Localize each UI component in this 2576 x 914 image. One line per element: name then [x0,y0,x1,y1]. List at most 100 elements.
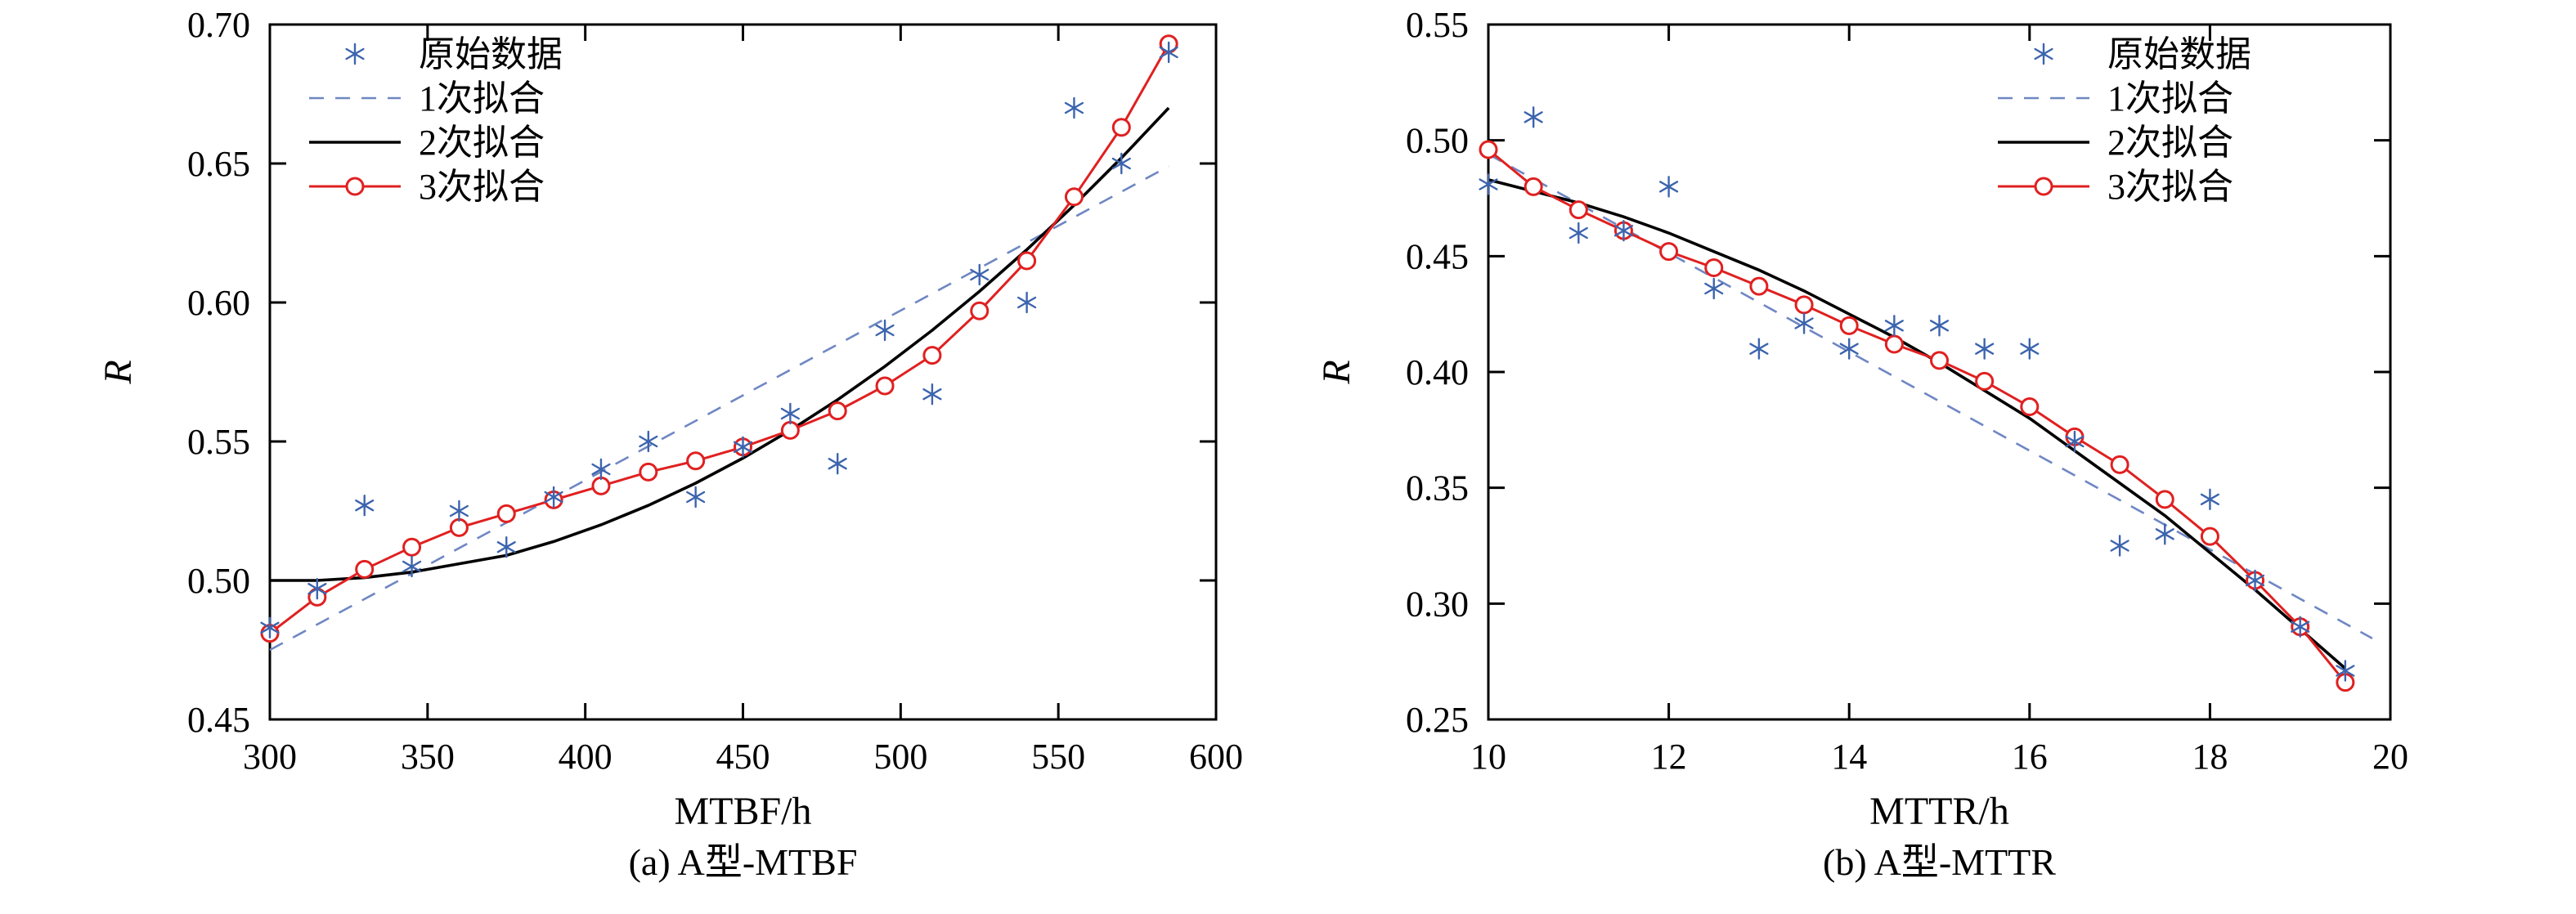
asterisk-marker [1159,41,1178,64]
circle-marker [1884,334,1904,354]
y-tick-label: 0.65 [187,144,250,184]
x-tick-label: 10 [1470,737,1506,777]
series-fit-3 [260,34,1178,643]
y-tick-label: 0.45 [187,700,250,740]
circle-marker [1568,200,1588,220]
legend-item: 3次拟合 [1998,167,2233,207]
x-tick-label: 300 [243,737,297,777]
axes [1487,23,2392,721]
x-tick-label: 12 [1651,737,1687,777]
legend-label: 1次拟合 [2107,78,2233,119]
asterisk-marker [402,555,422,578]
asterisk-marker [307,578,327,600]
fit-line [270,106,1170,582]
legend-item: 2次拟合 [309,123,545,163]
asterisk-marker [260,616,280,638]
circle-marker [402,537,422,557]
circle-marker [1479,140,1498,159]
asterisk-marker [970,263,990,286]
legend-label: 1次拟合 [419,78,545,119]
asterisk-marker [1613,219,1634,242]
y-axis-label: R [96,360,140,384]
circle-marker [875,376,895,396]
circle-marker [780,420,800,440]
asterisk-marker [828,453,847,475]
legend-item: 原始数据 [345,34,563,74]
legend-item: 3次拟合 [309,167,545,207]
chart-panel-mtbf: 300 350 400 450 500 550 600 0.45 0.50 0.55 0.60 0.6… [96,5,1243,883]
x-tick-label: 14 [1831,737,1867,777]
fit-line [1488,178,2347,670]
asterisk-marker [1568,222,1588,244]
x-tick-label: 350 [401,737,455,777]
fit-line-dashed [269,165,1169,652]
x-tick-label: 18 [2192,737,2228,777]
circle-marker [1017,251,1037,271]
circle-marker [2155,490,2174,509]
x-tick-label: 550 [1031,737,1085,777]
asterisk-marker [1704,277,1724,300]
asterisk-marker [591,458,611,481]
y-axis-label: R [1315,360,1358,384]
y-tick-label: 0.70 [187,5,250,45]
legend-circle-marker [2034,177,2053,196]
asterisk-marker [496,536,516,558]
asterisk-marker [1524,106,1543,128]
circle-marker [1930,351,1949,370]
asterisk-marker [2155,523,2174,545]
circle-marker [1111,118,1131,137]
legend-item: 1次拟合 [1998,78,2233,119]
circle-marker [449,517,469,537]
asterisk-marker [2065,430,2085,453]
asterisk-marker [2020,338,2040,360]
circle-marker [1839,316,1859,335]
asterisk-marker [2336,660,2355,682]
asterisk-marker [2110,535,2129,557]
circle-marker [1659,242,1679,262]
asterisk-marker [639,430,658,453]
asterisk-marker [1659,176,1679,198]
series-fit-2 [1488,178,2347,670]
circle-marker [591,476,611,495]
asterisk-marker [1975,338,1995,360]
legend-asterisk-marker [2034,43,2053,65]
legend-item: 原始数据 [2034,34,2251,74]
legend-item: 2次拟合 [1998,123,2233,163]
legend-label: 2次拟合 [2107,123,2233,163]
circle-marker [1704,258,1724,277]
legend-label: 3次拟合 [419,167,545,207]
x-tick-label: 500 [873,737,927,777]
asterisk-marker [544,486,563,509]
circle-marker [639,462,658,482]
circle-marker [922,346,942,365]
asterisk-marker [1017,291,1037,314]
asterisk-marker [2245,569,2265,592]
x-tick-label: 450 [716,737,770,777]
x-tick-label: 600 [1189,737,1243,777]
legend-item: 1次拟合 [309,78,545,119]
series-fit-2 [270,106,1170,582]
asterisk-marker [733,436,753,458]
chart-caption-mtbf: (a) A型-MTBF [628,841,858,883]
asterisk-marker [449,500,469,522]
y-tick-label: 0.35 [1406,468,1469,509]
axes [268,23,1218,721]
asterisk-marker [875,319,895,342]
plot-box [1487,23,2392,721]
y-tick-label: 0.25 [1406,700,1469,740]
circle-marker [2020,397,2040,416]
chart-mttr: 10 12 14 16 18 20 0.25 0.30 0.35 0.40 0.45 0.50 0.55… [1315,5,2408,833]
circle-marker [2200,526,2219,546]
x-tick-label: 400 [559,737,613,777]
x-tick-label: 20 [2372,737,2408,777]
legend-circle-marker [345,177,365,196]
asterisk-marker [1064,96,1084,119]
series-fit-3 [1479,140,2355,692]
asterisk-marker [2200,488,2219,511]
circle-marker [1064,187,1084,207]
asterisk-marker [1884,315,1904,337]
x-axis-label: MTTR/h [1869,790,2009,833]
y-tick-label: 0.50 [187,561,250,601]
